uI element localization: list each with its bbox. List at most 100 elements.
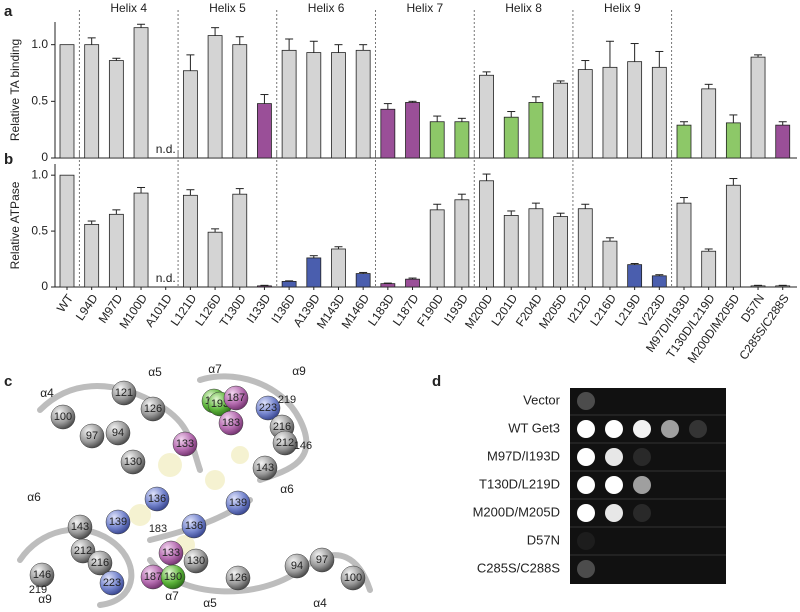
helix-label: α9 <box>292 364 306 378</box>
bar <box>182 194 198 288</box>
bar <box>306 52 322 159</box>
residue-sphere <box>105 420 131 446</box>
colony-spot <box>605 476 623 494</box>
residue-label: 216 <box>273 421 291 433</box>
residue-label: 100 <box>344 572 362 584</box>
bar <box>257 103 272 159</box>
bar <box>207 231 223 288</box>
row-label: Vector <box>523 392 561 407</box>
residue-label: 223 <box>103 577 121 589</box>
residue-label: 136 <box>148 493 166 505</box>
bar <box>651 66 667 159</box>
colony-spot <box>577 504 595 522</box>
colony-spot <box>577 420 595 438</box>
residue-label: 190 <box>164 571 182 583</box>
bar <box>701 250 717 288</box>
residue-sphere <box>309 547 335 573</box>
y-tick-label: 0 <box>41 150 48 164</box>
residue-sphere <box>225 565 251 591</box>
residue-sphere <box>340 565 366 591</box>
y-tick-label: 0 <box>41 279 48 293</box>
bar <box>331 248 346 288</box>
row-label: C285S/C288S <box>477 560 560 575</box>
bar <box>429 209 445 288</box>
residue-sphere <box>225 490 251 516</box>
row-label: T130D/L219D <box>479 476 560 491</box>
residue-label: 212 <box>276 437 294 449</box>
panel-letter: b <box>4 151 13 168</box>
residue-sphere <box>181 513 207 539</box>
row-label: M200D/M205D <box>473 504 560 519</box>
residue-sphere <box>79 423 105 449</box>
group-label: Helix 6 <box>308 1 345 15</box>
residue-label: 219 <box>278 394 296 406</box>
bar <box>355 49 371 159</box>
bar <box>775 285 791 288</box>
bar <box>775 124 791 159</box>
bar <box>232 193 248 288</box>
helix-label: α5 <box>148 365 162 379</box>
colony-spot <box>633 476 651 494</box>
colony-spot <box>661 420 679 438</box>
bar <box>84 44 100 159</box>
bar <box>528 208 544 288</box>
residue-sphere <box>284 553 310 579</box>
bar <box>331 52 346 159</box>
value-label: n.d. <box>156 271 176 285</box>
bar <box>108 213 124 288</box>
residue-sphere <box>172 431 198 457</box>
bar <box>405 102 420 159</box>
residue-sphere <box>140 396 166 422</box>
panel-letter: a <box>4 3 13 20</box>
row-label: WT Get3 <box>508 420 560 435</box>
colony-spot <box>633 420 651 438</box>
residue-sphere <box>120 449 146 475</box>
x-tick-label: T130D <box>217 291 249 329</box>
bar <box>577 208 593 288</box>
group-label: Helix 7 <box>407 1 444 15</box>
residue-sphere <box>50 404 76 430</box>
x-tick-label: WT <box>54 291 77 315</box>
residue-sphere <box>105 509 131 535</box>
x-tick-label: I133D <box>244 291 274 326</box>
residue-sphere <box>67 514 93 540</box>
residue-label: 146 <box>33 569 51 581</box>
bar <box>553 216 568 288</box>
residue-label: 133 <box>176 438 194 450</box>
residue-label: 183 <box>222 417 240 429</box>
helix-label: α6 <box>280 482 294 496</box>
residue-sphere <box>160 564 186 590</box>
residue-label: 146 <box>294 440 312 452</box>
bar <box>281 49 297 159</box>
helix-label: α7 <box>208 362 222 376</box>
bar <box>553 82 568 159</box>
bar <box>577 69 593 159</box>
bar <box>355 273 371 288</box>
panel-letter: c <box>4 373 12 390</box>
y-tick-label: 0.5 <box>31 223 48 237</box>
bar <box>602 240 618 288</box>
residue-sphere <box>255 395 281 421</box>
residue-label: 212 <box>74 545 92 557</box>
bar <box>528 102 544 159</box>
bar <box>676 202 692 288</box>
residue-label: 133 <box>162 547 180 559</box>
y-tick-label: 1.0 <box>31 37 48 51</box>
bar <box>207 35 223 159</box>
colony-spot <box>577 532 595 550</box>
y-tick-label: 0.5 <box>31 94 48 108</box>
row-label: D57N <box>527 532 560 547</box>
residue-label: 121 <box>115 387 133 399</box>
residue-sphere <box>218 410 244 436</box>
residue-sphere <box>223 385 249 411</box>
bar <box>380 108 396 159</box>
residue-label: 97 <box>86 430 98 442</box>
bar <box>232 44 248 159</box>
bar <box>479 74 494 159</box>
bar <box>725 184 741 288</box>
bar <box>454 199 470 288</box>
bar <box>108 60 124 159</box>
bar <box>750 285 766 288</box>
